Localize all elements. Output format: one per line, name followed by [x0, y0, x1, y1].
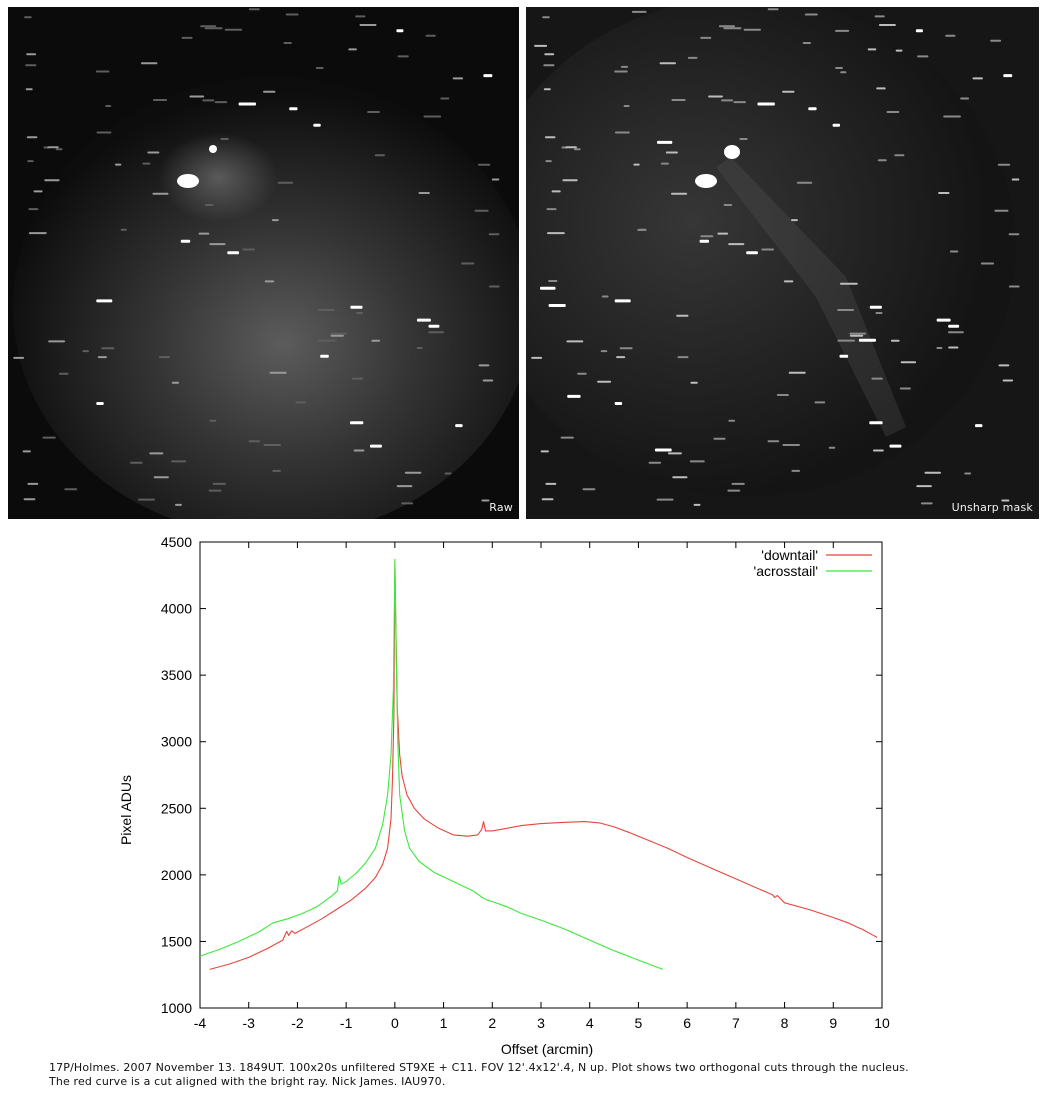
x-tick-label: 8 [781, 1015, 789, 1031]
series-line-0 [209, 564, 878, 970]
raw-image [8, 7, 519, 519]
x-tick-label: 0 [391, 1015, 399, 1031]
y-tick-label: 3000 [161, 734, 192, 750]
raw-label: Raw [489, 501, 513, 514]
y-tick-label: 2000 [161, 867, 192, 883]
series-line-1 [199, 558, 663, 970]
y-tick-label: 1000 [161, 1000, 192, 1016]
figure-caption: 17P/Holmes. 2007 November 13. 1849UT. 10… [49, 1061, 1039, 1089]
star-trails [531, 8, 1020, 506]
bright-star [695, 174, 717, 188]
profile-chart: -4 -3 -2 -1 0 1 2 3 4 5 6 7 8 9 10 1000 1500 2000 2500 3000… [118, 534, 890, 1057]
raw-image-panel: Raw [8, 7, 519, 519]
y-tick-label: 1500 [161, 933, 192, 949]
legend-label: 'downtail' [761, 547, 818, 563]
caption-line-2: The red curve is a cut aligned with the … [49, 1075, 446, 1088]
y-axis-label: Pixel ADUs [118, 775, 134, 845]
unsharp-image-panel: Unsharp mask [526, 7, 1039, 519]
x-tick-label: 10 [874, 1015, 890, 1031]
x-tick-label: 1 [440, 1015, 448, 1031]
chart-legend: 'downtail''acrosstail' [754, 547, 872, 579]
x-tick-label: -2 [291, 1015, 304, 1031]
x-tick-label: 7 [732, 1015, 740, 1031]
x-tick-label: 9 [829, 1015, 837, 1031]
star-trails [13, 8, 500, 506]
unsharp-label: Unsharp mask [951, 501, 1033, 514]
x-tick-label: -3 [242, 1015, 255, 1031]
y-tick-label: 4000 [161, 601, 192, 617]
chart-series [199, 558, 878, 970]
x-tick-label: 6 [683, 1015, 691, 1031]
unsharp-image [526, 7, 1039, 519]
x-axis-label: Offset (arcmin) [501, 1041, 593, 1057]
y-tick-label: 4500 [161, 534, 192, 550]
y-tick-label: 3500 [161, 667, 192, 683]
x-tick-label: 2 [488, 1015, 496, 1031]
x-tick-label: -4 [194, 1015, 207, 1031]
legend-label: 'acrosstail' [754, 563, 818, 579]
x-tick-label: 4 [586, 1015, 594, 1031]
plot-frame [199, 541, 883, 1009]
nucleus [209, 145, 217, 153]
nucleus [724, 145, 740, 159]
chart-axes: -4 -3 -2 -1 0 1 2 3 4 5 6 7 8 9 10 1000 1500 2000 2500 3000… [161, 534, 890, 1031]
x-tick-label: 3 [537, 1015, 545, 1031]
caption-line-1: 17P/Holmes. 2007 November 13. 1849UT. 10… [49, 1061, 909, 1074]
x-tick-label: -1 [340, 1015, 353, 1031]
y-tick-label: 2500 [161, 800, 192, 816]
bright-star [177, 174, 199, 188]
x-tick-label: 5 [635, 1015, 643, 1031]
